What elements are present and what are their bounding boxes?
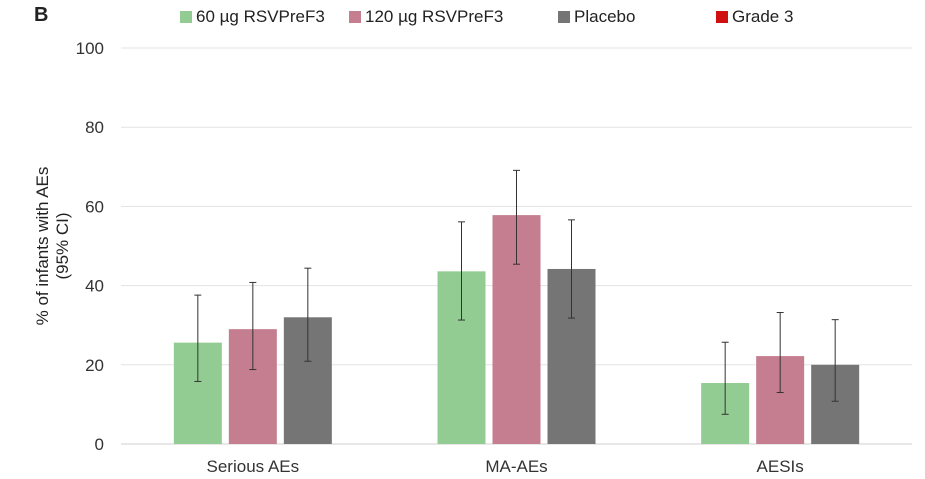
y-tick-label: 100 <box>76 39 104 58</box>
x-tick-label: Serious AEs <box>207 457 300 476</box>
axes: 0 20 40 60 80 100 Serious AEs MA-AEs AESIs <box>76 39 912 476</box>
panel-label: B <box>34 4 49 26</box>
legend-swatch <box>180 11 192 23</box>
legend-label: Grade 3 <box>732 7 793 26</box>
legend: 60 µg RSVPreF3 120 µg RSVPreF3 Placebo Grad… <box>180 7 793 26</box>
y-tick-label: 60 <box>85 197 104 216</box>
y-tick-label: 0 <box>95 435 104 454</box>
y-axis-sublabel: (95% CI) <box>53 212 72 279</box>
legend-swatch <box>716 11 728 23</box>
x-tick-label: AESIs <box>757 457 804 476</box>
error-bars <box>194 169 839 415</box>
y-tick-label: 20 <box>85 356 104 375</box>
bars <box>173 215 860 444</box>
legend-label: 60 µg RSVPreF3 <box>196 7 325 26</box>
legend-swatch <box>558 11 570 23</box>
y-axis-title: % of infants with AEs (95% CI) <box>33 167 72 326</box>
y-tick-label: 80 <box>85 118 104 137</box>
legend-label: Placebo <box>574 7 635 26</box>
y-axis-label: % of infants with AEs <box>33 167 52 326</box>
legend-label: 120 µg RSVPreF3 <box>365 7 503 26</box>
legend-swatch <box>349 11 361 23</box>
y-tick-label: 40 <box>85 277 104 296</box>
x-tick-label: MA-AEs <box>485 457 547 476</box>
